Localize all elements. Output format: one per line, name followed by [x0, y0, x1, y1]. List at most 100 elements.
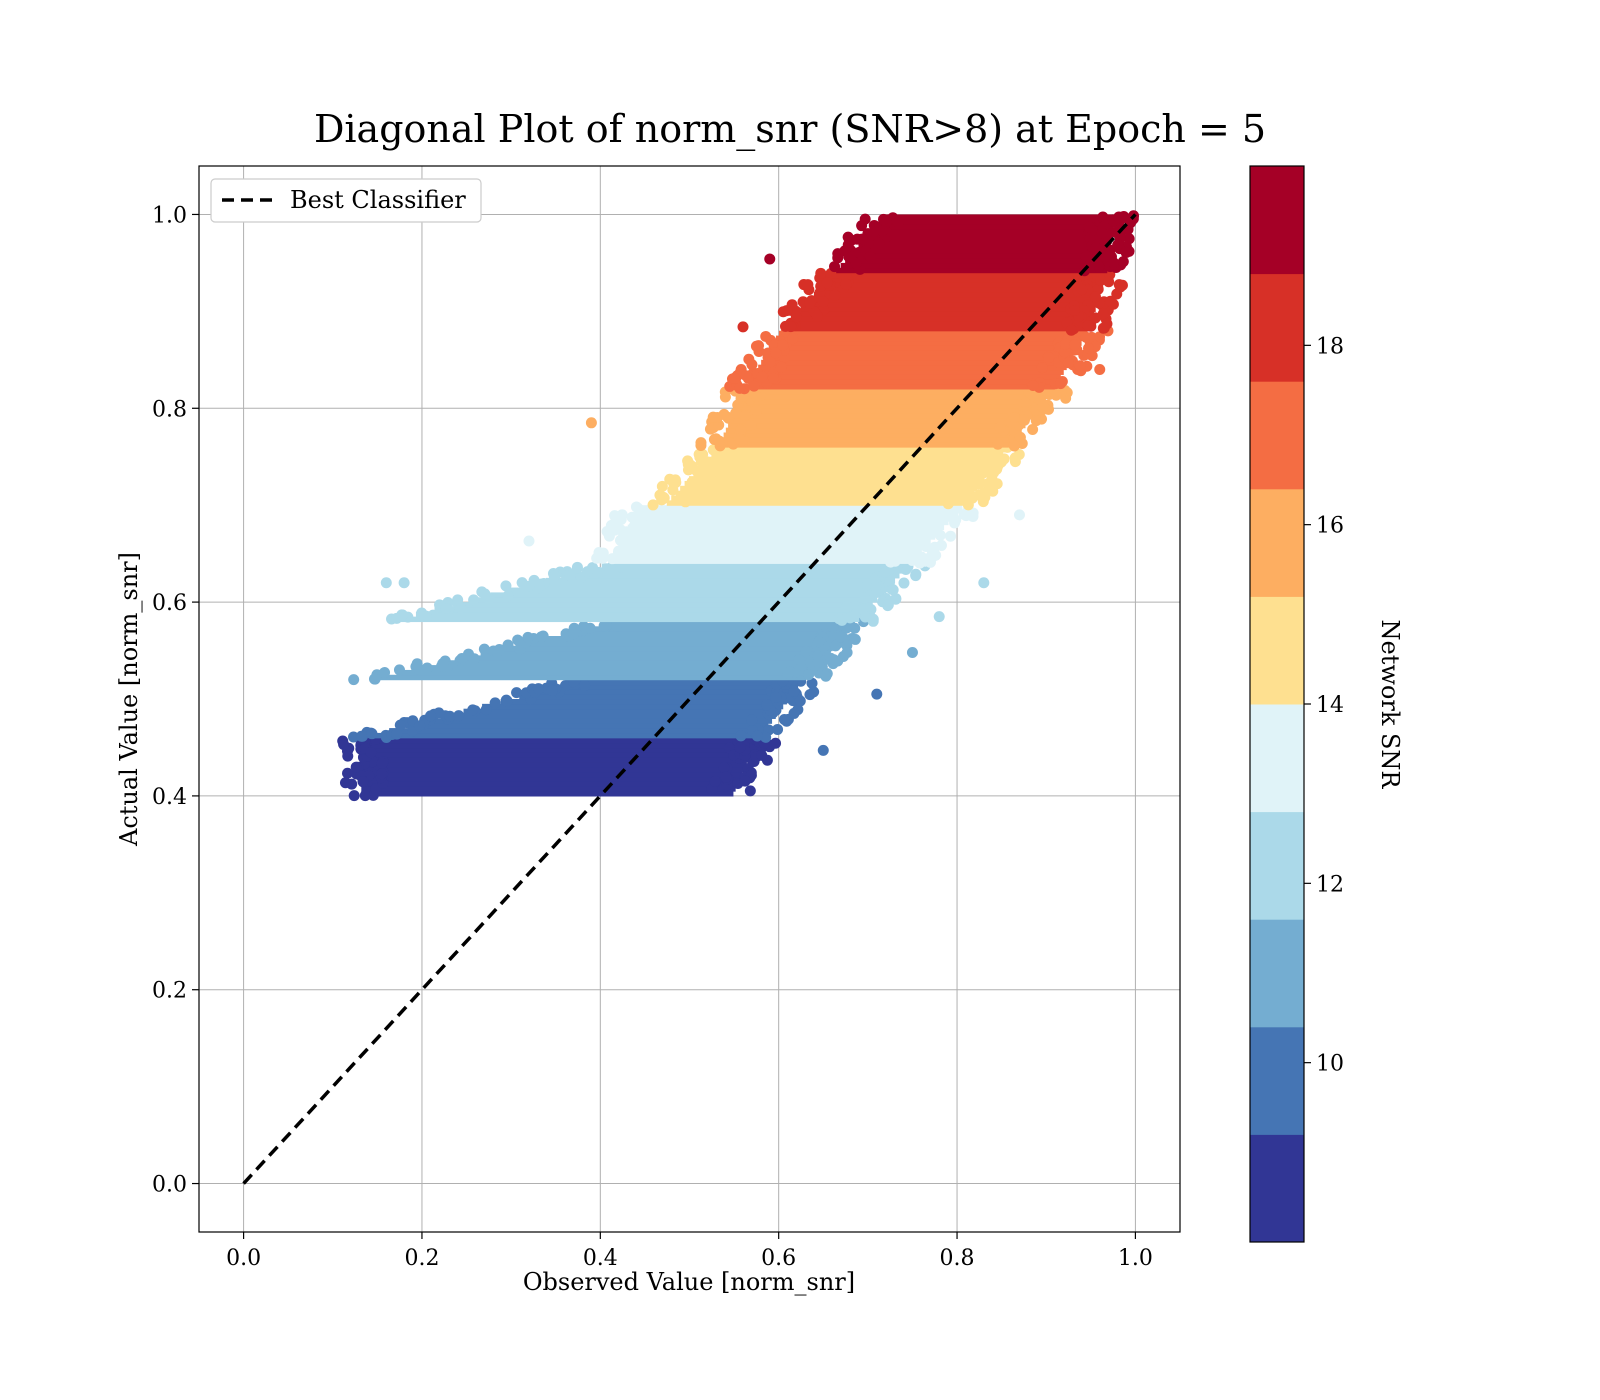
colorbar-segment [1250, 1026, 1304, 1135]
data-point [756, 749, 768, 761]
data-point [740, 370, 752, 382]
band-fill [361, 742, 756, 749]
data-point [898, 577, 910, 589]
data-point [1013, 449, 1025, 461]
band-fill [822, 282, 1104, 288]
data-point [841, 601, 853, 613]
band-fill [361, 757, 750, 763]
y-tick-label: 0.0 [152, 1173, 187, 1198]
band-fill [601, 563, 909, 569]
data-point [804, 297, 816, 309]
data-point [750, 404, 762, 416]
data-point [788, 707, 800, 719]
x-tick-label: 0.4 [583, 1246, 618, 1271]
legend: Best Classifier [210, 178, 482, 223]
band-fill [389, 728, 765, 734]
data-point [1083, 221, 1095, 233]
data-point [502, 590, 514, 602]
band-fill [840, 262, 1108, 269]
data-point [849, 633, 861, 645]
data-point [350, 761, 362, 773]
band-fill [621, 539, 931, 545]
data-point-outlier [380, 577, 392, 589]
data-point [772, 723, 784, 735]
band-fill [827, 277, 1105, 283]
band-fill [728, 422, 1026, 429]
data-point [767, 372, 779, 384]
data-point [734, 382, 746, 394]
data-point [877, 225, 889, 237]
data-point [502, 639, 514, 651]
band-fill [434, 606, 869, 613]
data-point [1113, 211, 1125, 223]
data-point [1062, 357, 1074, 369]
colorbar-tick-label: 18 [1316, 334, 1344, 359]
data-point [587, 562, 599, 574]
band-fill [723, 432, 1019, 438]
data-point [686, 460, 698, 472]
data-point [656, 480, 668, 492]
data-point [873, 237, 885, 249]
band-fill [671, 495, 970, 501]
data-point [927, 546, 939, 558]
band-fill [876, 224, 1114, 230]
band-fill [666, 500, 967, 506]
band-fill [629, 519, 949, 526]
data-point [658, 492, 670, 504]
band-fill [471, 597, 878, 603]
data-point [718, 762, 730, 774]
data-point [815, 267, 827, 279]
data-point [414, 720, 426, 732]
data-point [1082, 320, 1094, 332]
data-point [437, 658, 449, 670]
data-point [910, 570, 922, 582]
data-point [468, 653, 480, 665]
band-fill [361, 766, 745, 773]
band-fill [711, 451, 1004, 458]
data-point [614, 534, 626, 546]
data-point [478, 643, 490, 655]
x-tick-label: 0.8 [940, 1246, 975, 1271]
data-point [859, 213, 871, 225]
legend-box [210, 178, 482, 223]
band-fill [845, 258, 1109, 264]
data-point [793, 654, 805, 666]
x-tick-label: 0.2 [404, 1246, 439, 1271]
data-point [528, 574, 540, 586]
y-axis-label: Actual Value [norm_snr] [115, 552, 143, 847]
colorbar-segment [1250, 596, 1304, 705]
data-point-outlier [523, 535, 535, 547]
band-fill [739, 398, 1045, 405]
data-point [1059, 338, 1071, 350]
data-point [571, 562, 583, 574]
data-point [868, 226, 880, 238]
band-fill [680, 485, 978, 492]
scatter-points [337, 210, 1140, 802]
band-fill [361, 781, 738, 787]
data-point [598, 620, 610, 632]
data-point [748, 380, 760, 392]
band-fill [463, 708, 780, 715]
colorbar-segment [1250, 488, 1304, 597]
data-point [647, 499, 659, 511]
data-point [728, 372, 740, 384]
x-axis-ticks: 0.0 0.2 0.4 0.6 0.8 1.0 [226, 1232, 1153, 1271]
data-point [803, 669, 815, 681]
band-fill [600, 621, 855, 627]
data-point [782, 667, 794, 679]
y-tick-label: 1.0 [152, 203, 187, 228]
band-fill [361, 737, 758, 744]
data-point [1112, 239, 1124, 251]
data-point [467, 704, 479, 716]
data-point [802, 279, 814, 291]
data-point [1065, 324, 1077, 336]
data-point [746, 714, 758, 726]
band-fill [715, 447, 1007, 453]
data-point [940, 492, 952, 504]
data-point [664, 473, 676, 485]
band-fill [831, 272, 1107, 279]
data-point-outlier [1094, 364, 1106, 376]
data-point [615, 561, 627, 573]
y-tick-label: 0.4 [152, 785, 187, 810]
data-point [730, 407, 742, 419]
